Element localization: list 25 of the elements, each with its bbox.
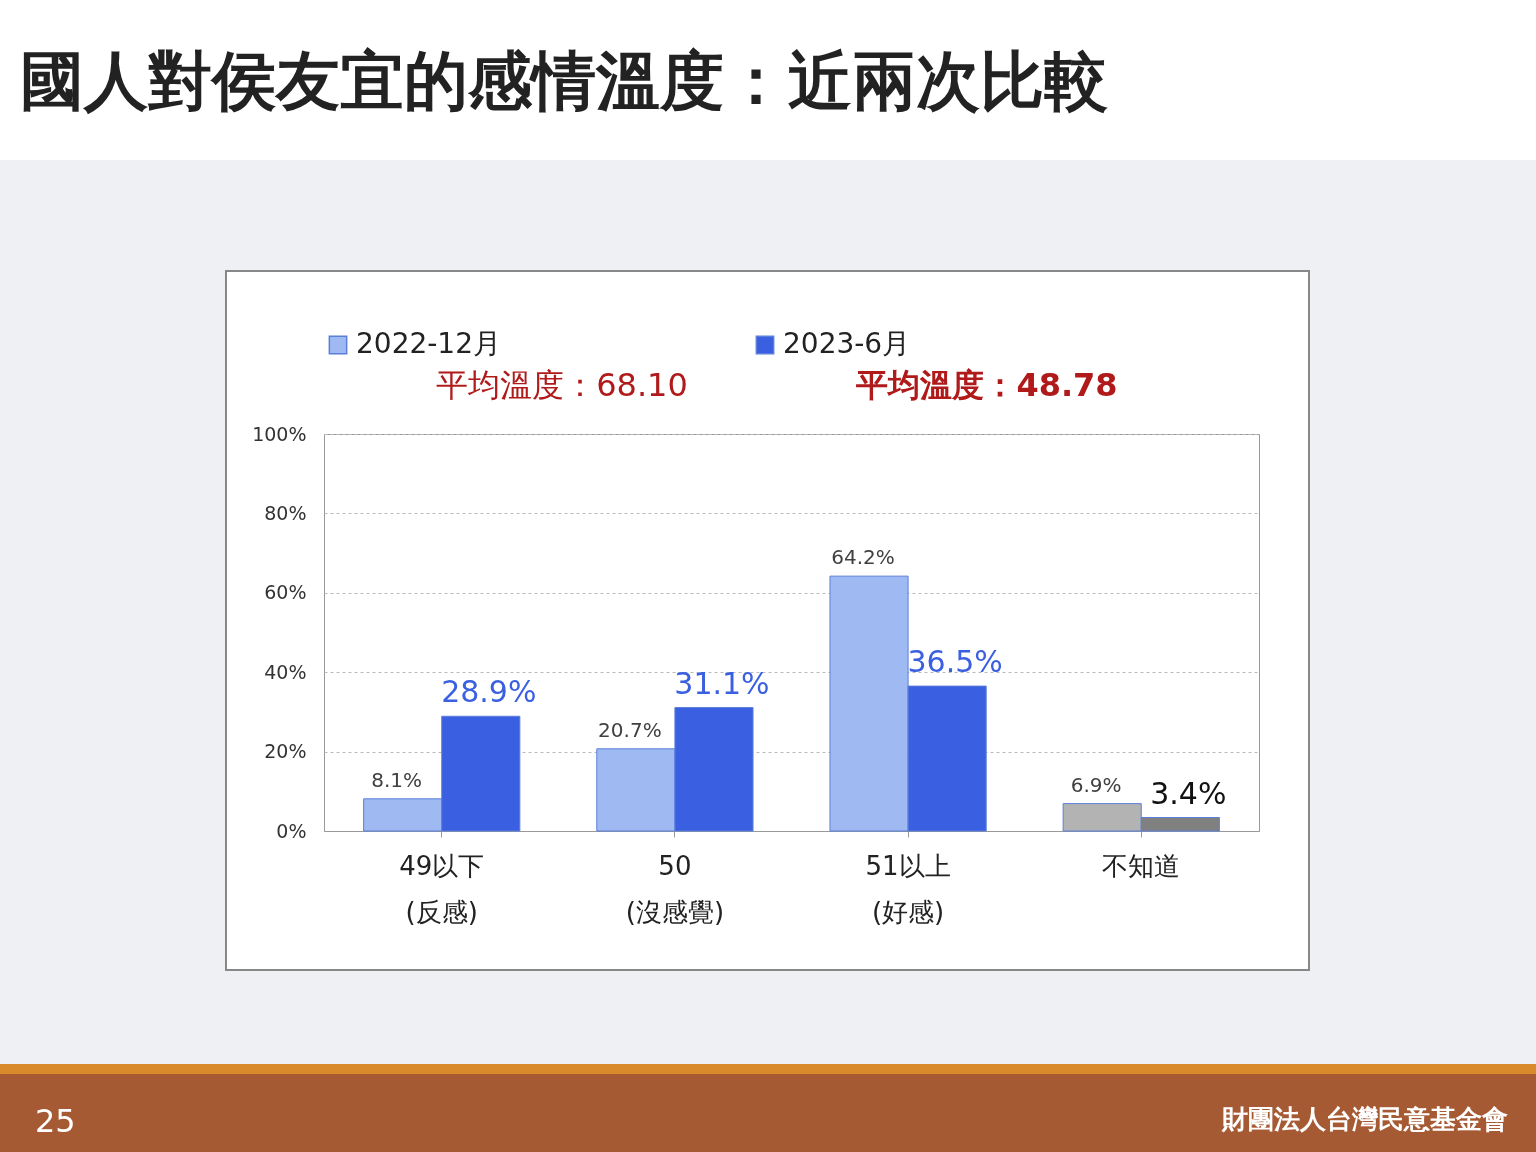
text: 平均溫度：68.10 — [436, 365, 688, 406]
text: 25 — [35, 1102, 76, 1140]
y-tick-label: 100% — [252, 422, 307, 445]
y-tick-label: 60% — [264, 581, 307, 604]
x-tick-label: 51以上 (好感) — [865, 850, 951, 927]
data-label: 31.1% — [674, 665, 770, 701]
data-label: 64.2% — [831, 545, 895, 570]
text: 財團法人台灣民意基金會 — [1222, 1103, 1508, 1136]
chart-title: 國人對侯友宜的感情溫度：近兩次比較 — [0, 0, 1536, 160]
x-tick-label: 49以下 (反感) — [399, 850, 485, 927]
legend-label: 2023-6月 — [783, 327, 911, 360]
data-label: 8.1% — [371, 767, 423, 792]
y-tick-label: 80% — [264, 501, 307, 524]
data-label: 6.9% — [1070, 772, 1122, 797]
data-label: 28.9% — [441, 674, 537, 710]
data-label: 36.5% — [907, 644, 1003, 680]
data-label: 3.4% — [1150, 775, 1227, 811]
legend-label: 2022-12月 — [356, 327, 501, 360]
y-tick-label: 40% — [264, 660, 307, 683]
text: 平均溫度：48.78 — [856, 365, 1118, 406]
x-tick-label: 50 (沒感覺) — [625, 850, 725, 927]
data-label: 20.7% — [598, 717, 662, 742]
y-tick-label: 0% — [276, 819, 307, 842]
x-tick-label: 不知道 — [1102, 850, 1181, 881]
y-tick-label: 20% — [264, 740, 307, 763]
